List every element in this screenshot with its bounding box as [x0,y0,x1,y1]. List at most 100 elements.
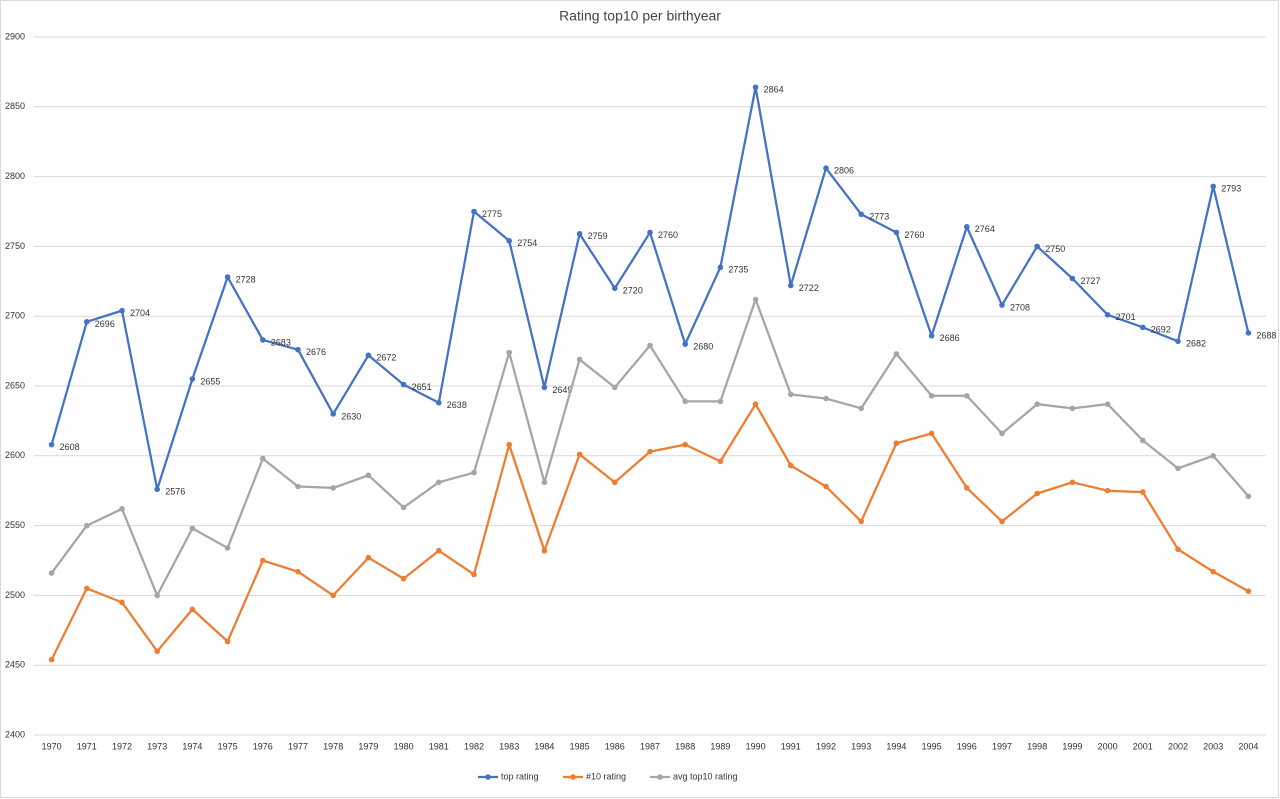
data-point [893,440,900,447]
data-point [260,557,266,564]
x-tick-label: 1985 [570,741,590,751]
x-tick-label: 1999 [1062,741,1082,751]
data-point [436,547,442,554]
data-point [1104,401,1111,407]
data-point [1069,479,1076,486]
x-tick-label: 2000 [1098,741,1118,751]
legend-marker [657,774,663,780]
data-point [1069,405,1076,412]
data-label: 2688 [1256,330,1276,340]
data-point [928,332,935,339]
data-point [1210,568,1216,575]
legend-marker [485,774,491,780]
y-tick-label: 2550 [5,520,25,530]
data-point [119,599,125,606]
x-tick-label: 2004 [1238,741,1258,751]
data-point [717,264,724,271]
data-point [1175,338,1181,345]
y-tick-label: 2900 [5,31,25,41]
data-point [964,224,970,230]
data-point [224,545,231,551]
data-point [717,458,724,465]
data-label: 2608 [60,442,80,452]
data-label: 2775 [482,209,502,219]
data-point [647,342,653,349]
data-point [330,485,337,491]
x-tick-label: 1976 [253,741,273,751]
data-point [330,411,337,417]
data-point [541,384,548,391]
y-tick-label: 2400 [5,729,25,739]
data-point [858,518,864,525]
x-tick-label: 1998 [1027,741,1047,751]
data-point [928,392,935,399]
data-label: 2683 [271,337,291,347]
data-label: 2704 [130,308,150,318]
data-point [1104,312,1111,318]
data-point [823,395,829,402]
data-point [224,638,231,645]
data-point [295,483,301,490]
data-point [1069,275,1076,282]
data-label: 2864 [764,85,784,95]
data-label: 2735 [728,265,748,275]
y-tick-label: 2450 [5,660,25,670]
data-point [189,376,196,382]
x-tick-label: 1978 [323,741,343,751]
y-tick-label: 2650 [5,380,25,390]
data-point [295,346,301,353]
chart-title: Rating top10 per birthyear [559,8,721,24]
data-point [752,401,759,407]
data-point [541,547,548,554]
data-point [999,302,1005,308]
data-label: 2727 [1080,276,1100,286]
x-tick-label: 1989 [710,741,730,751]
x-tick-label: 1970 [42,741,62,751]
x-tick-label: 1982 [464,741,484,751]
data-point [506,349,512,356]
data-point [1140,324,1146,331]
data-point [189,525,196,532]
y-tick-label: 2750 [5,241,25,251]
data-point [154,486,160,493]
data-point [576,231,583,237]
data-point [1210,453,1216,459]
legend-label: avg top10 rating [673,771,738,781]
data-point [576,451,583,458]
data-label: 2672 [376,353,396,363]
x-tick-label: 1980 [394,741,414,751]
data-point [647,229,653,236]
data-label: 2696 [95,319,115,329]
data-label: 2692 [1151,325,1171,335]
x-tick-label: 1984 [534,741,554,751]
data-point [576,356,583,363]
data-label: 2708 [1010,302,1030,312]
data-point [471,469,477,476]
legend-label: #10 rating [586,771,626,781]
data-label: 2682 [1186,339,1206,349]
x-tick-label: 1979 [358,741,378,751]
y-tick-label: 2800 [5,171,25,181]
x-tick-label: 1991 [781,741,801,751]
data-point [788,462,794,469]
x-tick-label: 1997 [992,741,1012,751]
data-point [858,211,864,218]
data-point [506,238,512,244]
data-point [1245,493,1252,500]
x-tick-label: 1986 [605,741,625,751]
data-point [189,606,196,613]
data-label: 2630 [341,411,361,421]
data-point [84,522,90,529]
x-tick-label: 1988 [675,741,695,751]
data-label: 2806 [834,166,854,176]
data-point [471,571,477,578]
data-point [436,399,442,406]
x-tick-label: 1972 [112,741,132,751]
data-point [788,282,794,289]
data-label: 2576 [165,487,185,497]
data-label: 2754 [517,238,537,248]
data-point [541,479,548,486]
data-point [928,430,935,437]
x-tick-label: 1975 [218,741,238,751]
